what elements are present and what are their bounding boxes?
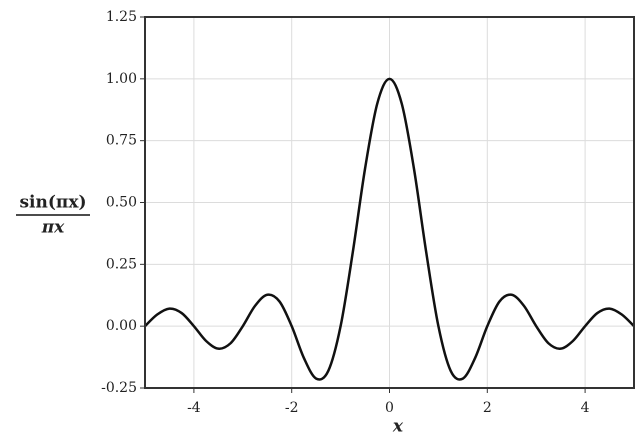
x-tick-label: -2 [285,400,299,416]
y-tick-label: 0.00 [106,318,137,334]
y-tick-label: 0.75 [106,133,137,149]
y-label-denominator: πx [41,218,65,238]
x-tick-label: 0 [385,400,394,416]
y-tick-label: 1.25 [106,9,137,25]
y-tick-label: 1.00 [106,71,137,87]
x-label: x [392,417,404,435]
y-label-numerator: sin(πx) [19,193,86,213]
x-tick-label: -4 [187,400,201,416]
line-series [144,77,635,381]
y-tick-label: 0.25 [106,256,137,272]
x-tick-label: 4 [581,400,590,416]
y-tick-label: 0.50 [106,195,137,211]
y-tick-label: -0.25 [101,380,137,396]
x-tick-label: 2 [483,400,492,416]
